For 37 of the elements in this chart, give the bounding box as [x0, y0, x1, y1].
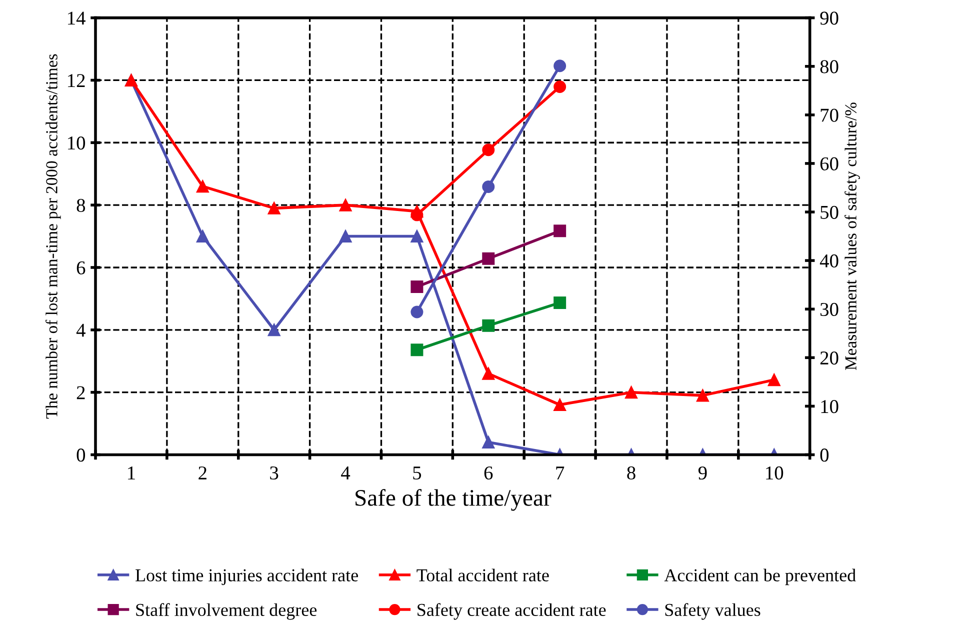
x-axis-title: Safe of the time/year — [356, 489, 552, 511]
y2-tick-label: 10 — [821, 400, 838, 414]
legend-label: Safety values — [665, 603, 760, 620]
x-tick-label: 10 — [766, 466, 784, 480]
y2-tick-label: 0 — [820, 448, 829, 462]
y2-tick-label: 20 — [820, 351, 838, 365]
x-tick-label: 6 — [484, 466, 493, 480]
x-tick-label: 2 — [198, 466, 206, 480]
legend-label: Staff involvement degree — [136, 603, 317, 620]
x-tick-label: 4 — [341, 466, 350, 480]
y2-tick-label: 80 — [820, 60, 838, 74]
y-tick-label: 2 — [76, 386, 85, 400]
x-tick-label: 7 — [556, 466, 564, 480]
legend-label: Safety create accident rate — [418, 603, 606, 620]
y-tick-label: 8 — [76, 198, 86, 212]
y-tick-label: 6 — [76, 261, 86, 274]
legend-label: Lost time injuries accident rate — [136, 568, 358, 586]
legend-label: Total accident rate — [416, 568, 549, 582]
y2-tick-label: 60 — [820, 157, 838, 170]
y-tick-label: 0 — [76, 448, 86, 462]
x-tick-label: 1 — [128, 466, 135, 480]
y2-axis-title: Measurement values of safety culture/% — [844, 102, 860, 370]
y-tick-label: 4 — [76, 324, 86, 337]
y2-tick-label: 30 — [820, 302, 838, 316]
x-tick-label: 9 — [698, 466, 707, 480]
x-tick-label: 8 — [627, 466, 636, 480]
x-tick-label: 3 — [270, 466, 278, 480]
legend-label: Accident can be prevented — [664, 568, 856, 586]
y-tick-label: 10 — [68, 136, 86, 150]
y-tick-label: 14 — [68, 12, 86, 25]
x-tick-label: 5 — [413, 466, 422, 480]
y2-tick-label: 70 — [820, 108, 838, 122]
y-axis-title: The number of lost man-time per 2000 accidents/times — [45, 54, 61, 419]
y2-tick-label: 40 — [820, 254, 838, 268]
y2-tick-label: 90 — [820, 12, 838, 25]
y2-tick-label: 50 — [820, 206, 838, 219]
y-tick-label: 12 — [68, 74, 85, 87]
